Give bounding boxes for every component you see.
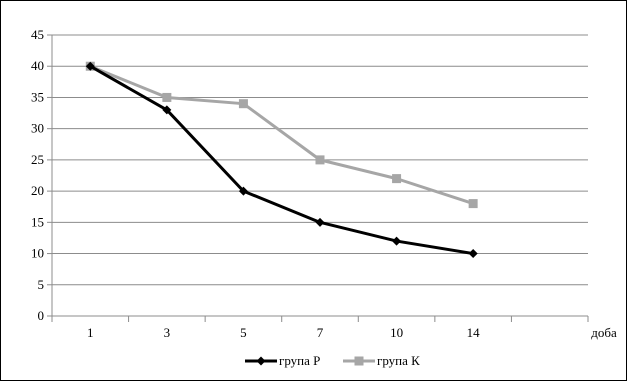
- data-point: [238, 186, 248, 196]
- y-tick-label: 45: [31, 27, 44, 42]
- data-point: [315, 217, 325, 227]
- data-point: [468, 199, 478, 209]
- legend-swatch-marker: [354, 356, 364, 366]
- data-point: [468, 249, 478, 259]
- y-tick-label: 10: [31, 246, 44, 261]
- x-tick-label: 3: [164, 325, 171, 340]
- axes: [47, 34, 589, 322]
- legend-swatch-marker: [256, 356, 266, 366]
- data-point: [162, 92, 172, 102]
- y-tick-label: 20: [31, 183, 44, 198]
- data-point: [315, 155, 325, 165]
- legend: група Р група К: [245, 353, 420, 368]
- data-point: [85, 61, 95, 71]
- legend-entry: група К: [343, 353, 420, 368]
- legend-entry: група Р: [245, 353, 320, 368]
- x-axis-label: доба: [591, 325, 617, 340]
- series-2: [85, 61, 478, 209]
- y-tick-label: 0: [38, 308, 45, 323]
- data-point: [392, 236, 402, 246]
- x-tick-label: 7: [317, 325, 324, 340]
- series-1: [85, 61, 478, 259]
- legend-label: група К: [377, 353, 420, 368]
- y-tick-label: 5: [38, 277, 45, 292]
- x-tick-label: 14: [467, 325, 481, 340]
- series-line: [89, 64, 474, 206]
- legend-label: група Р: [279, 353, 320, 368]
- y-tick-label: 35: [31, 89, 44, 104]
- x-tick-label: 10: [390, 325, 403, 340]
- series: [85, 61, 478, 259]
- y-tick-label: 30: [31, 121, 44, 136]
- data-point: [238, 99, 248, 109]
- data-point: [392, 174, 402, 184]
- x-tick-labels: 1 3 5 7 10 14: [87, 325, 480, 340]
- x-tick-label: 5: [240, 325, 247, 340]
- data-point: [162, 105, 172, 115]
- x-tick-label: 1: [87, 325, 94, 340]
- series-line: [89, 64, 474, 256]
- y-tick-labels: 0 5 10 15 20 25 30 35 40 45: [31, 27, 44, 323]
- y-tick-label: 40: [31, 58, 44, 73]
- y-tick-label: 15: [31, 214, 44, 229]
- y-tick-label: 25: [31, 152, 44, 167]
